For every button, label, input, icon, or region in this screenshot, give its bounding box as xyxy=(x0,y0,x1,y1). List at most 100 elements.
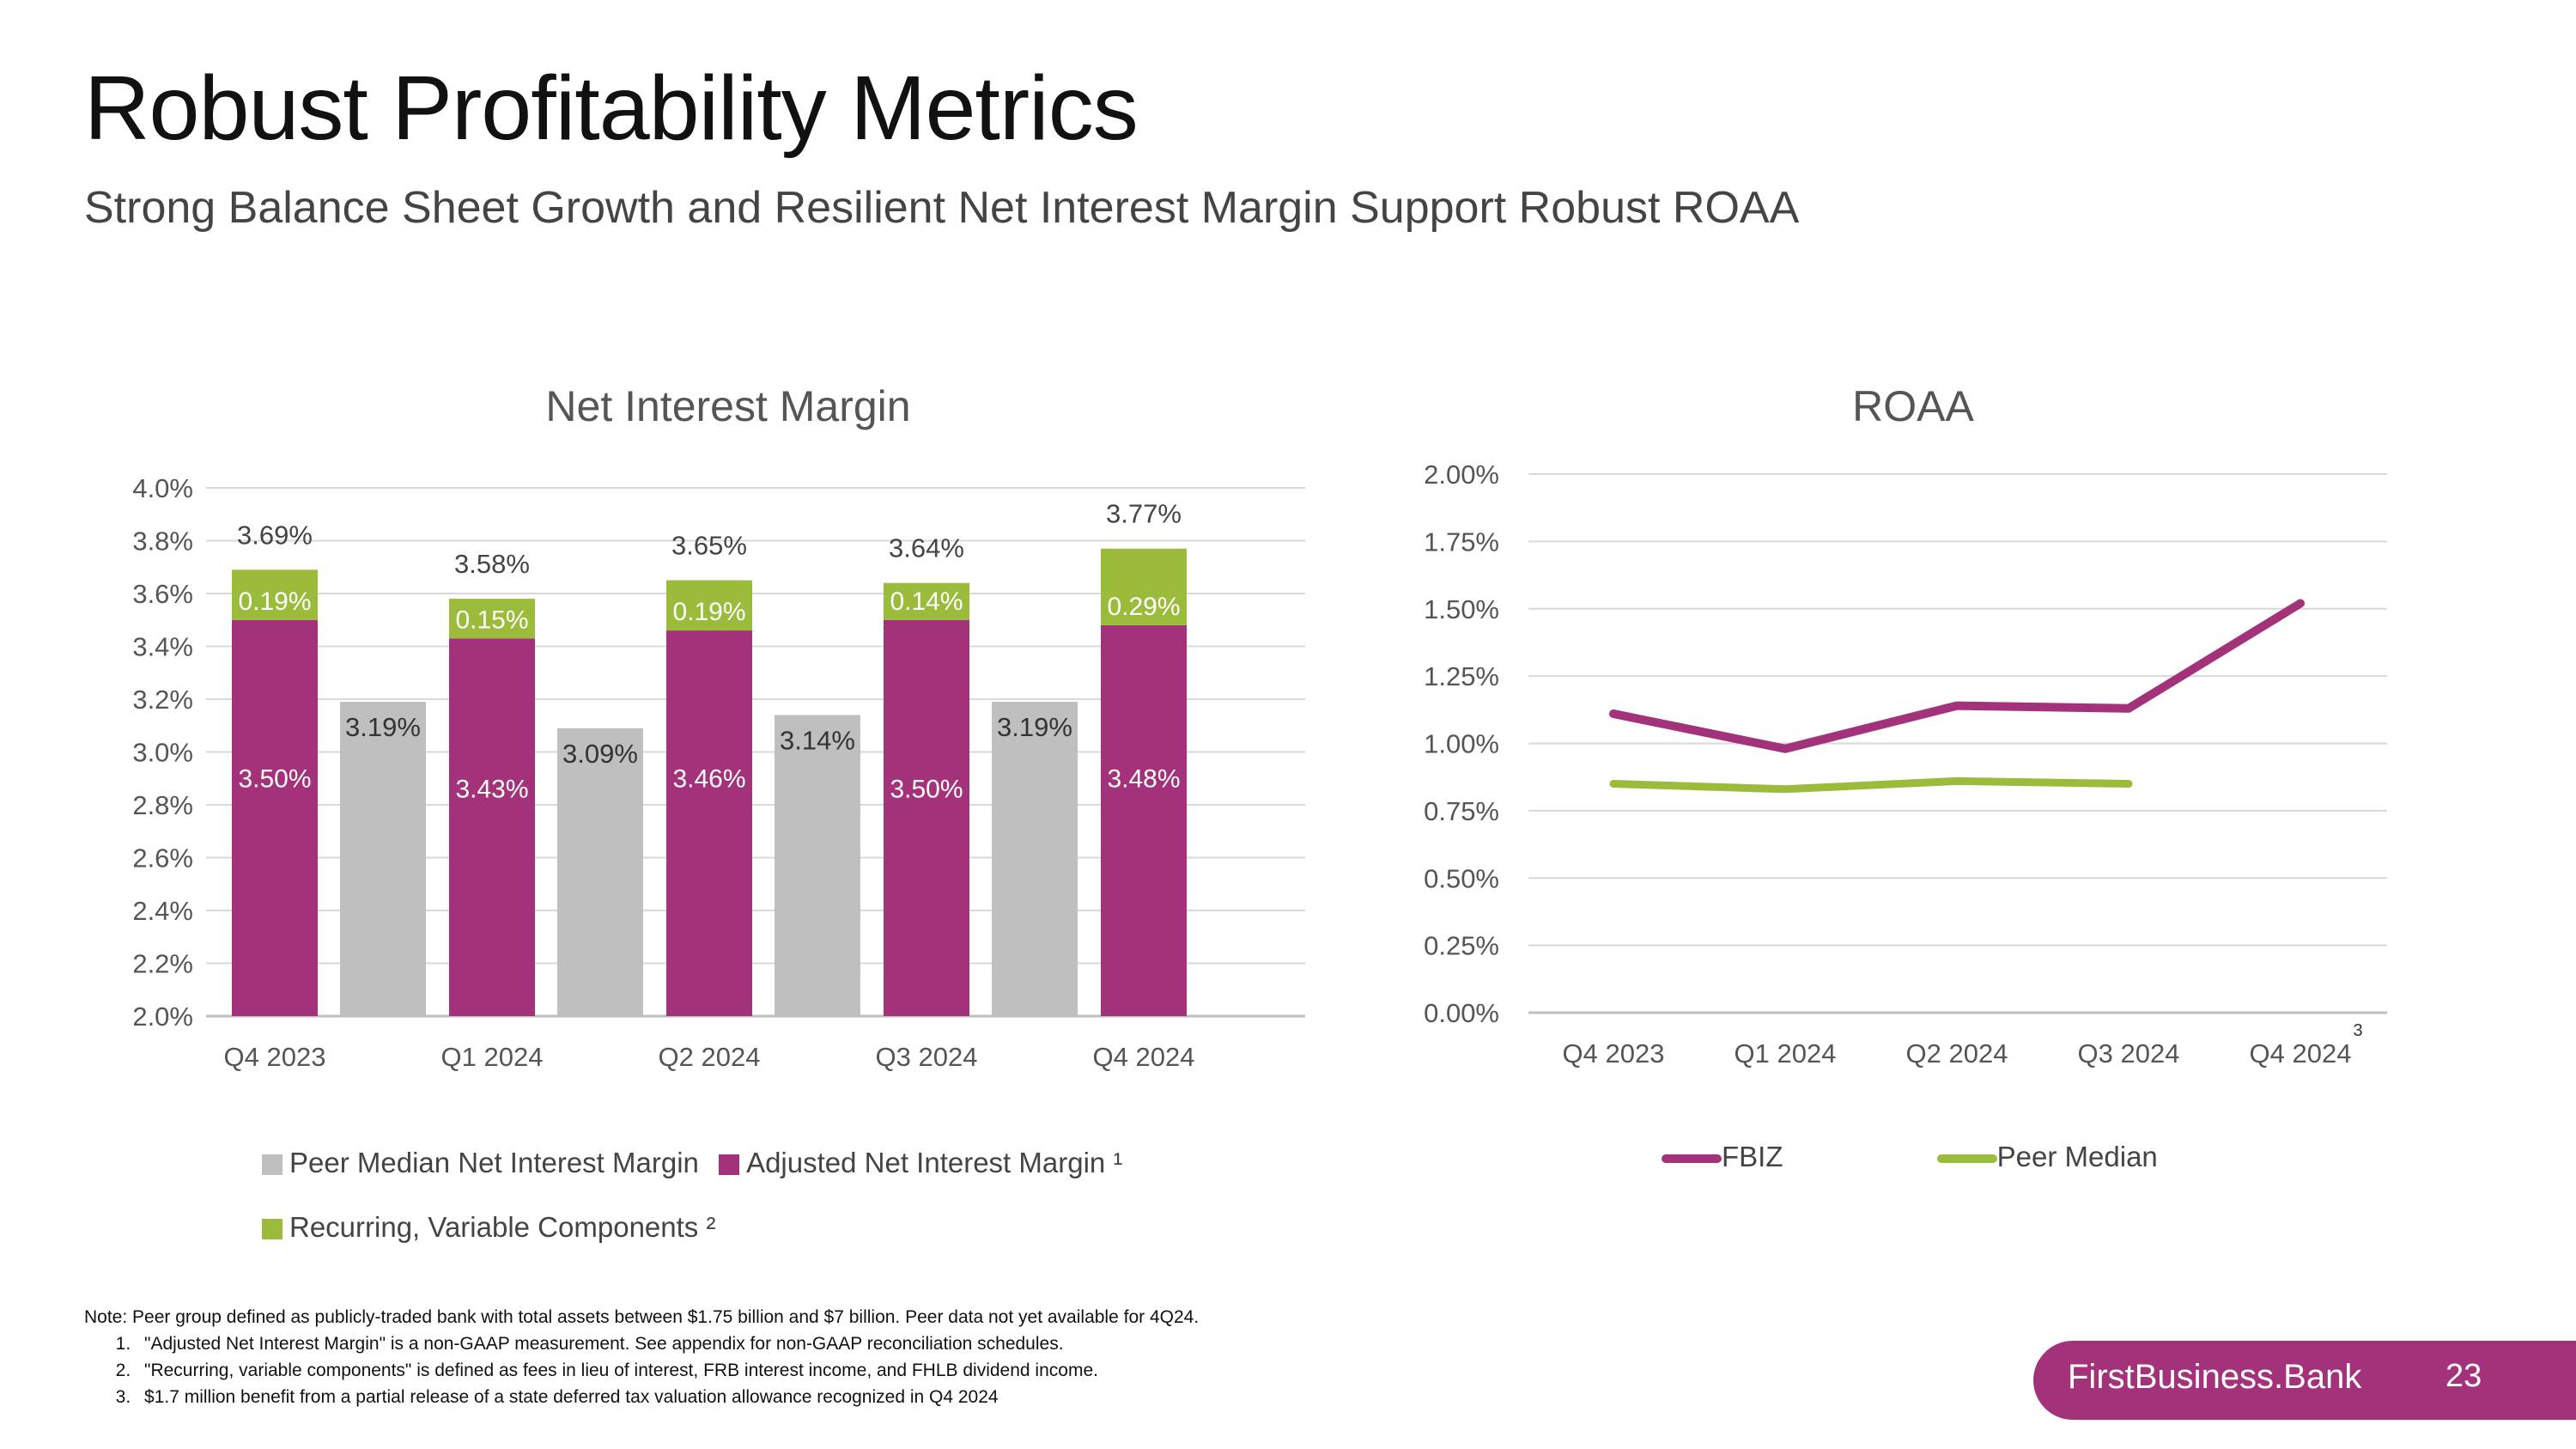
data-point xyxy=(1784,788,1786,790)
y-tick-label: 2.8% xyxy=(132,790,193,820)
data-point xyxy=(2128,782,2129,785)
page-number: 23 xyxy=(2445,1358,2482,1394)
legend-item-adj-nim: Adjusted Net Interest Margin ¹ xyxy=(719,1147,1122,1178)
y-tick-label: 0.75% xyxy=(1424,796,1499,826)
legend-swatch-peer xyxy=(262,1154,283,1176)
nim-legend-row2: Recurring, Variable Components ² xyxy=(262,1211,715,1244)
x-tick-label: Q3 2024 xyxy=(876,1042,978,1072)
roaa-legend: FBIZ Peer Median xyxy=(1662,1141,2158,1173)
bar-recurring-components xyxy=(449,599,535,639)
legend-swatch-recurring xyxy=(262,1219,283,1240)
data-point xyxy=(1613,713,1614,715)
y-tick-label: 1.00% xyxy=(1424,729,1499,759)
x-tick-label: Q2 2024 xyxy=(659,1042,761,1072)
legend-label-recurring: Recurring, Variable Components ² xyxy=(289,1211,716,1243)
legend-label-fbiz: FBIZ xyxy=(1722,1141,1783,1172)
bar-adjusted-nim xyxy=(884,619,969,1016)
bar-value-label: 3.14% xyxy=(780,725,855,755)
bar-total-label: 3.65% xyxy=(671,531,747,561)
y-tick-label: 1.75% xyxy=(1424,527,1499,557)
x-tick-label: Q3 2024 xyxy=(2078,1038,2180,1068)
data-point xyxy=(1784,747,1786,750)
legend-swatch-adj xyxy=(719,1154,740,1176)
y-tick-label: 1.50% xyxy=(1424,594,1499,624)
legend-item-peer-nim: Peer Median Net Interest Margin xyxy=(262,1147,699,1178)
chart-title: ROAA xyxy=(1852,382,1974,430)
page-subtitle: Strong Balance Sheet Growth and Resilien… xyxy=(84,183,1800,233)
y-tick-label: 4.0% xyxy=(132,473,193,503)
x-tick-label: Q4 2023 xyxy=(224,1042,326,1072)
y-tick-label: 2.0% xyxy=(132,1002,193,1032)
y-tick-label: 3.0% xyxy=(132,738,193,768)
bar-value-label: 3.19% xyxy=(345,712,421,742)
bar-peer-nim xyxy=(340,702,426,1016)
y-tick-label: 3.6% xyxy=(132,579,193,609)
y-tick-label: 3.8% xyxy=(132,527,193,557)
bar-value-label: 0.29% xyxy=(1107,593,1180,621)
bar-total-label: 3.77% xyxy=(1106,499,1182,529)
bar-total-label: 3.58% xyxy=(454,549,530,579)
bar-value-label: 0.14% xyxy=(890,588,963,616)
legend-label-peer: Peer Median Net Interest Margin xyxy=(289,1147,699,1178)
y-tick-label: 2.2% xyxy=(132,949,193,979)
footnote-marker: 3 xyxy=(2353,1021,2362,1040)
legend-label-peer-median: Peer Median xyxy=(1996,1141,2158,1172)
data-point xyxy=(1956,780,1958,782)
y-tick-label: 2.6% xyxy=(132,843,193,874)
page-title: Robust Profitability Metrics xyxy=(84,58,1139,159)
footnote-intro: Note: Peer group defined as publicly-tra… xyxy=(84,1307,1200,1327)
bar-value-label: 3.48% xyxy=(1107,764,1180,793)
bar-adjusted-nim xyxy=(449,638,535,1016)
legend-item-peer-median: Peer Median xyxy=(1936,1141,2158,1172)
x-tick-label: Q4 2024 xyxy=(1093,1042,1195,1072)
bar-recurring-components xyxy=(884,582,969,620)
y-tick-label: 1.25% xyxy=(1424,661,1499,691)
bar-value-label: 0.19% xyxy=(672,598,745,626)
x-tick-label: Q4 2024 xyxy=(2250,1038,2352,1068)
bar-adjusted-nim xyxy=(666,630,752,1016)
bar-value-label: 3.50% xyxy=(890,775,963,803)
data-point xyxy=(2300,602,2301,605)
bar-recurring-components xyxy=(666,580,752,631)
footnote-item: "Recurring, variable components" is defi… xyxy=(136,1357,1544,1384)
y-tick-label: 2.4% xyxy=(132,896,193,926)
legend-line-fbiz xyxy=(1662,1154,1722,1164)
legend-item-recurring: Recurring, Variable Components ² xyxy=(262,1211,715,1243)
data-point xyxy=(2128,707,2129,709)
bar-value-label: 0.15% xyxy=(455,606,528,634)
legend-line-peer xyxy=(1936,1154,1997,1164)
y-tick-label: 0.50% xyxy=(1424,863,1499,893)
roaa-chart: ROAA 0.00% 0.25% 0.50% 0.75% 1.00% 1.25% 1.50% 1… xyxy=(1424,382,2387,1068)
footnote-item: "Adjusted Net Interest Margin" is a non-… xyxy=(136,1330,1544,1357)
y-tick-label: 3.4% xyxy=(132,632,193,662)
x-tick-label: Q2 2024 xyxy=(1906,1038,2008,1068)
bar-total-label: 3.69% xyxy=(237,520,313,550)
bar-adjusted-nim xyxy=(1101,624,1187,1016)
footnote-item: $1.7 million benefit from a partial rele… xyxy=(136,1384,1544,1410)
x-tick-label: Q1 2024 xyxy=(1735,1038,1837,1068)
bar-value-label: 3.09% xyxy=(562,739,638,769)
bar-peer-nim xyxy=(992,702,1078,1016)
data-point xyxy=(1956,704,1958,707)
y-tick-label: 0.25% xyxy=(1424,931,1499,961)
bar-total-label: 3.64% xyxy=(889,533,964,563)
y-tick-label: 3.2% xyxy=(132,685,193,715)
footnotes: Note: Peer group defined as publicly-tra… xyxy=(84,1304,1544,1410)
chart-title: Net Interest Margin xyxy=(545,382,910,430)
bar-value-label: 3.50% xyxy=(238,764,311,793)
x-tick-label: Q1 2024 xyxy=(441,1042,544,1072)
footnote-list: "Adjusted Net Interest Margin" is a non-… xyxy=(84,1330,1544,1410)
nim-chart: Net Interest Margin 2.0% 2.2% 2.4% 2.6% 2.8% 3… xyxy=(132,382,1305,1072)
bar-peer-nim xyxy=(557,728,643,1016)
bar-peer-nim xyxy=(775,715,860,1016)
brand-logo-text: FirstBusiness.Bank xyxy=(2068,1358,2362,1396)
bar-value-label: 3.46% xyxy=(672,764,745,793)
legend-label-adj: Adjusted Net Interest Margin ¹ xyxy=(746,1147,1123,1178)
bar-adjusted-nim xyxy=(232,619,318,1016)
bar-value-label: 3.19% xyxy=(997,712,1072,742)
data-point xyxy=(1613,782,1614,785)
nim-legend: Peer Median Net Interest Margin Adjusted… xyxy=(262,1147,1122,1179)
series-line-peer-median xyxy=(1609,776,2133,794)
bar-value-label: 0.19% xyxy=(238,588,311,616)
